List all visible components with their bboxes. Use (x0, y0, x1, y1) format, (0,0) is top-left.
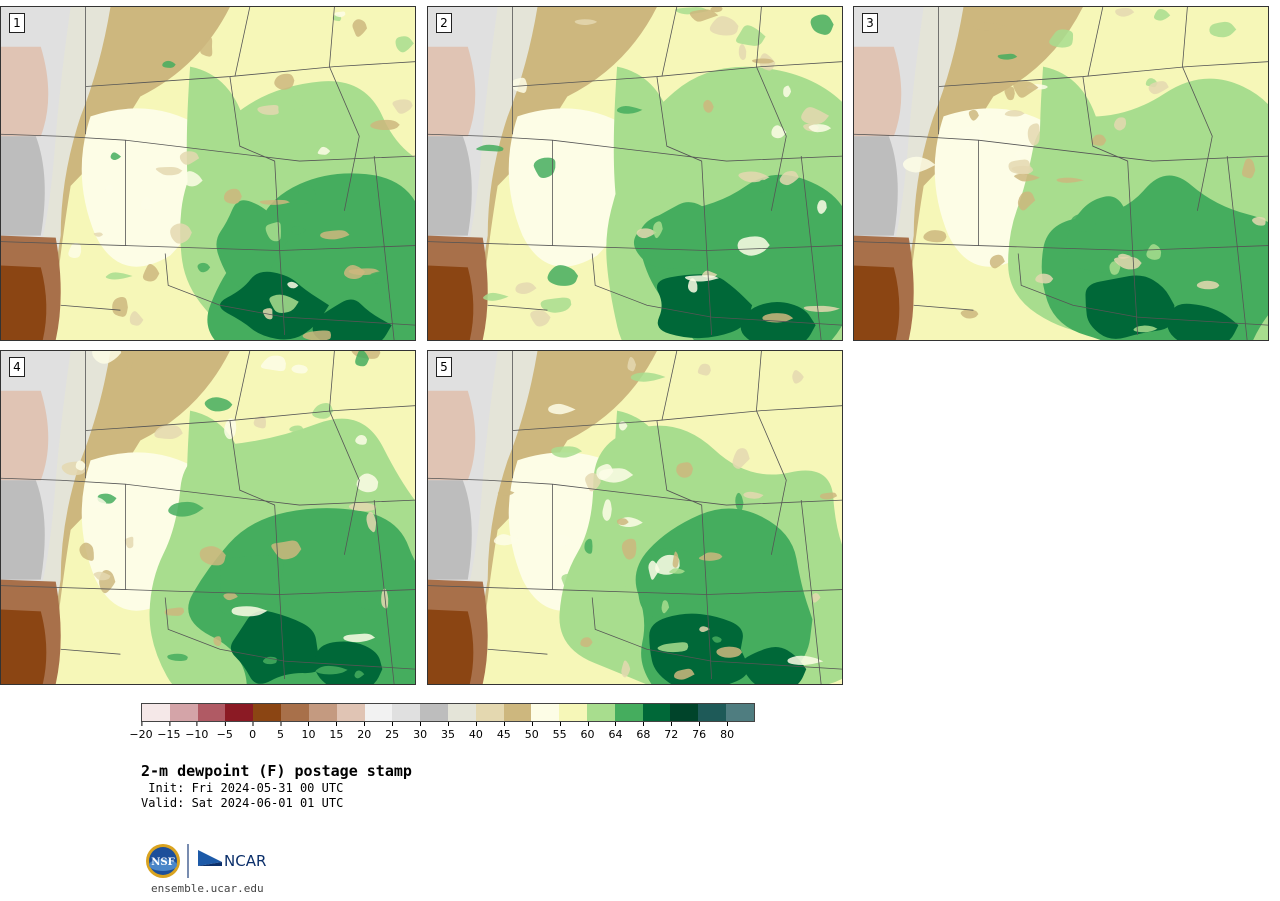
colorbar-swatch (169, 704, 198, 721)
colorbar-swatch (197, 704, 226, 721)
ncar-text: NCAR (224, 852, 266, 870)
colorbar-swatch (642, 704, 671, 721)
colorbar-swatch (225, 704, 254, 721)
colorbar-swatch (142, 704, 170, 721)
colorbar-swatch (420, 704, 448, 721)
colorbar-tick-label: 10 (301, 722, 316, 741)
colorbar-tick-label: 40 (468, 722, 483, 741)
member-number-badge: 1 (9, 13, 25, 33)
colorbar-swatch (308, 704, 337, 721)
colorbar-tick-label: 15 (329, 722, 344, 741)
member-panel[interactable]: 2 (427, 6, 843, 341)
colorbar-tick-label: 35 (441, 722, 455, 741)
colorbar-swatch (587, 704, 615, 721)
colorbar-tick-label: 64 (608, 722, 623, 741)
colorbar-swatch (281, 704, 309, 721)
dewpoint-map (1, 7, 415, 340)
colorbar-tick-label: 76 (692, 722, 707, 741)
colorbar-swatch (447, 704, 476, 721)
colorbar-tick-label: 68 (636, 722, 651, 741)
colorbar-swatch (726, 704, 754, 721)
colorbar-ticks: −20 −15 −10 −5 0 5 10 15 20 25 30 35 40 45 50 55 60 64 68 7… (129, 722, 755, 742)
colorbar-swatch (531, 704, 560, 721)
colorbar-swatch (253, 704, 282, 721)
nsf-text: NSF (151, 857, 174, 868)
colorbar-tick-label: 72 (664, 722, 679, 741)
colorbar-tick-label: 20 (357, 722, 372, 741)
member-number-badge: 5 (436, 357, 452, 377)
colorbar-tick-label: −5 (216, 722, 233, 741)
colorbar-tick-label: −10 (185, 722, 209, 741)
valid-time: Valid: Sat 2024-06-01 01 UTC (141, 796, 344, 810)
dewpoint-map (1, 351, 415, 684)
colorbar-swatch (503, 704, 532, 721)
colorbar-swatch (364, 704, 393, 721)
ncar-mark-icon (198, 850, 222, 866)
dewpoint-map (428, 351, 842, 684)
colorbar-tick-label: 45 (496, 722, 511, 741)
init-time: Init: Fri 2024-05-31 00 UTC (141, 781, 344, 795)
member-panel[interactable]: 1 (0, 6, 416, 341)
colorbar-swatch (475, 704, 504, 721)
colorbar-swatch (559, 704, 587, 721)
product-title: 2-m dewpoint (F) postage stamp (141, 762, 412, 780)
colorbar-tick-label: 0 (249, 722, 257, 741)
member-panel[interactable]: 3 (853, 6, 1269, 341)
dewpoint-map (854, 7, 1268, 340)
ensemble-url[interactable]: ensemble.ucar.edu (151, 882, 264, 895)
nsf-ncar-logo: NSF NCAR (146, 844, 266, 878)
colorbar-swatch (392, 704, 421, 721)
colorbar-tick-label: 50 (524, 722, 539, 741)
member-number-badge: 2 (436, 13, 452, 33)
colorbar-tick-label: −15 (157, 722, 181, 741)
colorbar-tick-label: −20 (129, 722, 153, 741)
member-number-badge: 3 (862, 13, 878, 33)
member-panel[interactable]: 4 (0, 350, 416, 685)
colorbar-tick-label: 80 (720, 722, 735, 741)
member-number-badge: 4 (9, 357, 25, 377)
colorbar-swatch (614, 704, 643, 721)
colorbar-tick-label: 55 (552, 722, 567, 741)
colorbar-swatch (698, 704, 727, 721)
colorbar-tick-label: 25 (385, 722, 400, 741)
title-block: 2-m dewpoint (F) postage stamp Init: Fri… (141, 761, 412, 811)
nsf-seal-icon: NSF (146, 844, 180, 878)
colorbar-tick-label: 5 (277, 722, 285, 741)
dewpoint-map (428, 7, 842, 340)
colorbar (141, 703, 755, 722)
member-panel[interactable]: 5 (427, 350, 843, 685)
colorbar-tick-label: 30 (413, 722, 428, 741)
colorbar-swatch (336, 704, 365, 721)
colorbar-swatch (670, 704, 699, 721)
colorbar-tick-label: 60 (580, 722, 595, 741)
